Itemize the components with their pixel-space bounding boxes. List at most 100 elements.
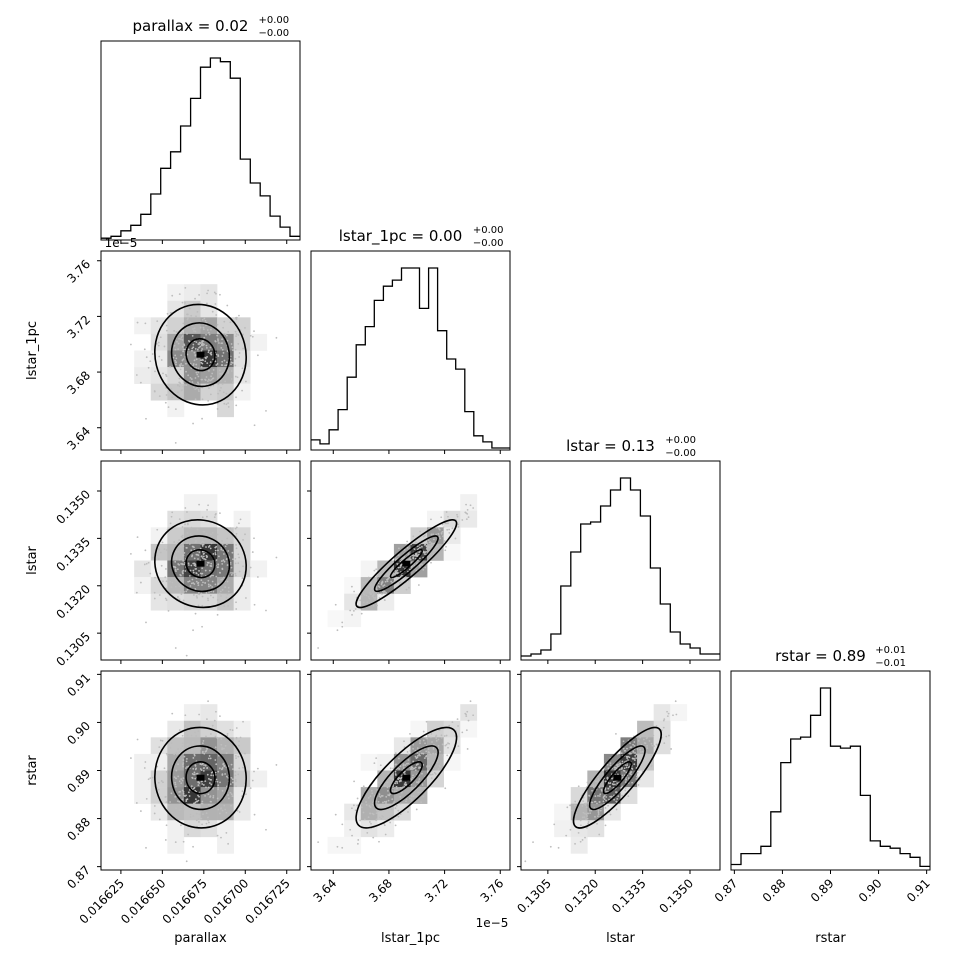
sample-point [456,513,458,516]
density-cell [217,333,234,351]
sample-point [238,767,241,770]
sample-point [190,582,193,585]
sample-point [234,574,237,577]
sample-point [412,556,415,559]
sample-point [221,567,224,570]
sample-point [585,818,587,821]
sample-point [602,796,605,799]
density-cell [134,753,152,771]
sample-point [178,585,181,588]
sample-point [220,548,223,551]
sample-point [372,596,375,599]
sample-point [196,596,198,599]
sample-point [193,773,196,776]
sample-point [163,767,166,770]
sample-point [189,376,192,379]
sample-point [197,781,200,783]
sample-point [591,801,594,804]
sample-point [227,330,230,333]
sample-point [232,768,234,771]
sample-point [217,354,220,357]
density-peak [402,774,411,781]
sample-point [373,762,376,765]
sample-point [174,815,177,818]
sample-point [396,782,399,785]
sample-point [231,535,234,538]
sample-point [616,765,619,768]
sample-point [221,747,224,750]
sample-point [178,800,181,803]
sample-point [437,533,440,535]
sample-point [256,767,259,770]
sample-point [376,789,379,791]
sample-point [209,379,212,382]
sample-point [181,571,184,573]
sample-point [225,364,228,367]
sample-point [629,742,631,745]
density-cell [233,367,251,384]
sample-point [371,586,374,589]
sample-point [404,773,406,776]
sample-point [350,807,353,810]
sample-point [440,532,443,534]
sample-point [200,366,203,368]
sample-point [235,547,238,550]
density-cell [183,494,201,512]
sample-point [158,818,161,821]
sample-point [405,762,408,765]
sample-point [209,796,212,798]
sample-point [175,558,178,560]
sample-point [385,802,387,804]
sample-point [621,774,624,777]
sample-point [432,553,435,555]
sample-point [373,598,376,601]
sample-point [181,798,184,801]
sample-point [181,338,184,341]
sample-point [212,774,215,777]
sample-point [365,594,368,597]
sample-point [201,398,204,401]
sample-point [217,342,220,344]
sample-point [423,544,426,546]
sample-point [413,564,416,567]
sample-point [193,562,196,565]
sample-point [178,809,181,811]
sample-point [375,809,378,812]
density-cell [183,367,201,384]
sample-point [438,764,441,767]
sample-point [178,729,181,732]
sample-point [184,302,186,304]
density-cell [377,753,395,771]
sample-point [419,754,421,757]
sample-point [180,574,182,577]
sample-point [205,376,208,378]
sample-point [215,763,218,766]
sample-point [178,751,181,753]
contour-level [185,549,216,579]
sample-point [400,563,403,566]
sample-point [621,785,624,788]
sample-point [180,824,182,827]
density-cell [217,577,234,594]
sample-point [591,789,593,792]
sample-point [609,795,612,798]
sample-point [176,753,178,756]
sample-point [224,773,227,775]
sample-point [626,757,629,759]
sample-point [622,747,625,750]
sample-point [627,766,630,769]
sample-point [206,555,208,558]
sample-point [620,768,623,771]
sample-point [212,590,215,593]
title-upper-error: +0.00 [665,435,696,446]
sample-point [611,777,613,780]
density-cell [217,400,234,418]
sample-point [184,714,187,717]
density-cell [183,737,201,755]
density-cell [217,367,234,384]
sample-point [166,754,169,757]
density-cell [200,317,218,335]
sample-point [237,342,240,345]
sample-point [214,360,217,363]
sample-point [394,770,397,773]
